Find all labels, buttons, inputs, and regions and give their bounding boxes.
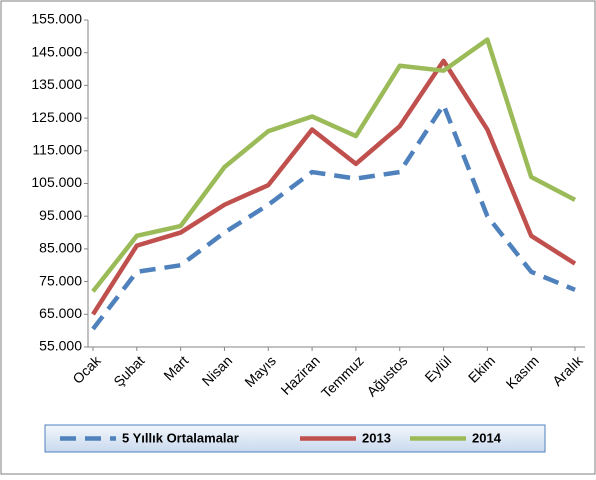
y-tick-label: 145.000 bbox=[31, 43, 82, 59]
y-tick-label: 65.000 bbox=[39, 305, 82, 321]
y-tick-label: 135.000 bbox=[31, 76, 82, 92]
y-tick-label: 155.000 bbox=[31, 11, 82, 27]
y-tick-label: 125.000 bbox=[31, 109, 82, 125]
y-tick-label: 115.000 bbox=[32, 142, 82, 158]
y-tick-label: 85.000 bbox=[39, 240, 82, 256]
legend-label: 2013 bbox=[362, 430, 391, 445]
legend-label: 5 Yıllık Ortalamalar bbox=[122, 430, 239, 445]
y-tick-label: 105.000 bbox=[31, 174, 82, 190]
legend-box bbox=[44, 424, 546, 453]
y-tick-label: 75.000 bbox=[39, 272, 82, 288]
y-tick-label: 55.000 bbox=[39, 338, 82, 354]
series-line bbox=[91, 58, 577, 316]
series-line bbox=[91, 37, 577, 293]
legend-label: 2014 bbox=[472, 430, 502, 445]
y-tick-label: 95.000 bbox=[39, 207, 82, 223]
series-line bbox=[91, 102, 576, 331]
